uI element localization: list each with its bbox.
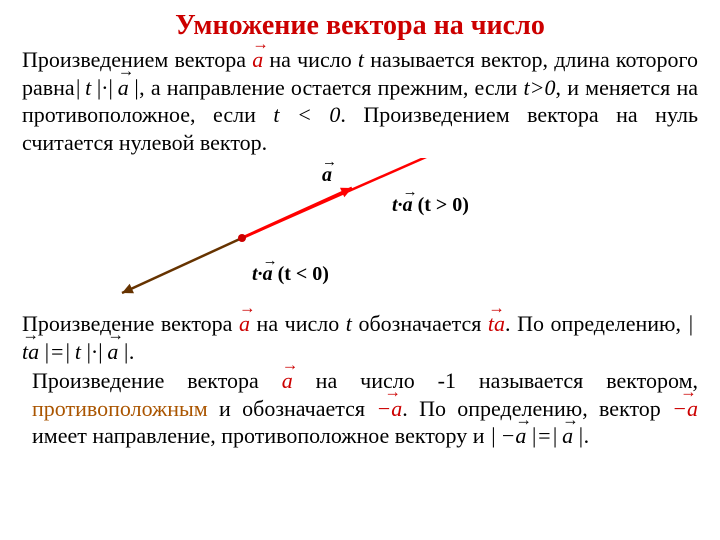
text: Произведением вектора <box>22 47 252 72</box>
vector-a-symbol: →a <box>252 46 263 74</box>
text: и обозначается <box>208 396 377 421</box>
text: , а направление остается прежним, если <box>139 75 523 100</box>
text: имеет направление, противоположное векто… <box>32 423 490 448</box>
vector-neg-a-symbol: →−a <box>672 395 698 423</box>
vector-diagram: →a t·→a (t > 0) t·→a (t < 0) <box>22 158 698 308</box>
text: обозначается <box>352 311 488 336</box>
neg-magnitude-formula: | −→a |=| →a | <box>490 423 584 448</box>
text: на число <box>263 47 358 72</box>
definition-paragraph-3: Произведение вектора →a на число -1 назы… <box>32 367 698 450</box>
vector-a-symbol: →a <box>282 367 293 395</box>
text: . <box>129 339 135 364</box>
text: Произведение вектора <box>22 311 239 336</box>
vector-neg-a-symbol: →−a <box>376 395 402 423</box>
label-t-a-negative: t·→a (t < 0) <box>252 263 329 286</box>
opposite-word: противоположным <box>32 396 208 421</box>
condition-pos: t>0 <box>524 75 556 100</box>
page-title: Умножение вектора на число <box>22 10 698 42</box>
text: на число -1 называется вектором, <box>293 368 698 393</box>
label-vector-a: →a <box>322 164 332 187</box>
diagram-svg <box>22 158 698 308</box>
text: на число <box>250 311 346 336</box>
text: . По определению, <box>505 311 688 336</box>
text: . <box>584 423 590 448</box>
length-formula: | t |·| →a | <box>75 75 139 100</box>
label-t-a-positive: t·→a (t > 0) <box>392 194 469 217</box>
vector-a-symbol: →a <box>239 310 250 338</box>
condition-neg: t < 0 <box>273 102 340 127</box>
text: Произведение вектора <box>32 368 282 393</box>
vector-ta-symbol: →ta <box>488 310 505 338</box>
definition-paragraph-2: Произведение вектора →a на число t обозн… <box>22 310 698 365</box>
text: . По определению, вектор <box>402 396 672 421</box>
definition-paragraph-1: Произведением вектора →a на число t назы… <box>22 46 698 156</box>
page: Умножение вектора на число Произведением… <box>0 0 720 462</box>
